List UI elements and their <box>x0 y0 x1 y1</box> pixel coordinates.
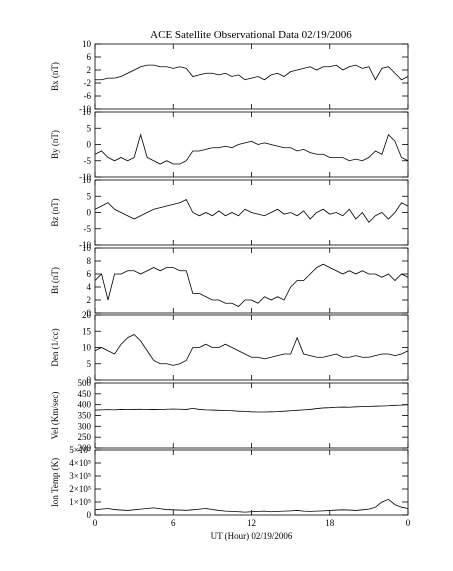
x-tick-label: 0 <box>93 518 98 528</box>
y-tick-label: 4×10⁵ <box>69 458 91 468</box>
y-axis-label: Ion Temp (K) <box>50 458 60 507</box>
y-tick-label: 3×10⁵ <box>69 471 91 481</box>
y-tick-label: -10 <box>79 240 91 250</box>
y-axis-label: Vel (Km/sec) <box>50 392 60 440</box>
y-tick-label: 2×10⁵ <box>69 484 91 494</box>
y-tick-label: 5 <box>87 191 92 201</box>
x-tick-label: 6 <box>171 518 176 528</box>
y-tick-label: 2 <box>87 65 92 75</box>
y-tick-label: 10 <box>82 175 92 185</box>
y-tick-label: 6 <box>87 269 92 279</box>
y-tick-label: -5 <box>84 156 92 166</box>
y-tick-label: 0 <box>87 208 92 218</box>
y-tick-label: 2 <box>87 295 92 305</box>
y-tick-label: -6 <box>84 91 92 101</box>
y-tick-label: 20 <box>82 310 92 320</box>
y-tick-label: 250 <box>78 432 92 442</box>
y-tick-label: 10 <box>82 39 92 49</box>
y-tick-label: 350 <box>78 411 92 421</box>
data-line <box>94 133 409 165</box>
y-axis-label: Bz (nT) <box>50 198 60 226</box>
y-tick-label: 1×10⁵ <box>69 497 91 507</box>
y-tick-label: 5 <box>87 123 92 133</box>
y-tick-label: 400 <box>78 400 92 410</box>
y-tick-label: 5×10⁵ <box>69 445 91 455</box>
y-tick-label: 0 <box>87 375 92 385</box>
y-tick-label: -2 <box>84 78 92 88</box>
y-tick-label: -5 <box>84 224 92 234</box>
x-axis-label: UT (Hour) 02/19/2006 <box>211 531 293 541</box>
x-tick-label: 12 <box>247 518 256 528</box>
data-line <box>94 404 409 413</box>
y-tick-label: 300 <box>78 421 92 431</box>
data-line <box>94 498 409 513</box>
y-tick-label: 0 <box>87 510 92 520</box>
y-tick-label: 500 <box>78 378 92 388</box>
y-axis-label: By (nT) <box>50 130 60 159</box>
y-tick-label: 5 <box>87 359 92 369</box>
x-tick-label: 18 <box>325 518 335 528</box>
data-line <box>95 64 409 81</box>
y-tick-label: 0 <box>87 140 92 150</box>
y-tick-label: 450 <box>78 389 92 399</box>
y-tick-label: 10 <box>82 343 92 353</box>
y-tick-label: 200 <box>78 443 92 453</box>
y-tick-label: 6 <box>87 52 92 62</box>
y-tick-label: 10 <box>82 107 92 117</box>
data-line <box>94 198 409 223</box>
y-tick-label: 4 <box>87 282 92 292</box>
data-line <box>94 334 409 366</box>
y-axis-label: Bx (nT) <box>50 62 60 91</box>
x-tick-label: 0 <box>406 518 411 528</box>
data-line <box>94 263 409 307</box>
y-tick-label: 8 <box>87 256 92 266</box>
y-axis-label: Den (1/cc) <box>50 328 60 366</box>
y-tick-label: 10 <box>82 243 92 253</box>
y-tick-label: 0 <box>87 308 92 318</box>
y-tick-label: -10 <box>79 172 91 182</box>
y-tick-label: 15 <box>82 326 92 336</box>
chart-title: ACE Satellite Observational Data 02/19/2… <box>150 29 352 41</box>
y-tick-label: -10 <box>79 104 91 114</box>
y-axis-label: Bt (nT) <box>50 267 60 294</box>
